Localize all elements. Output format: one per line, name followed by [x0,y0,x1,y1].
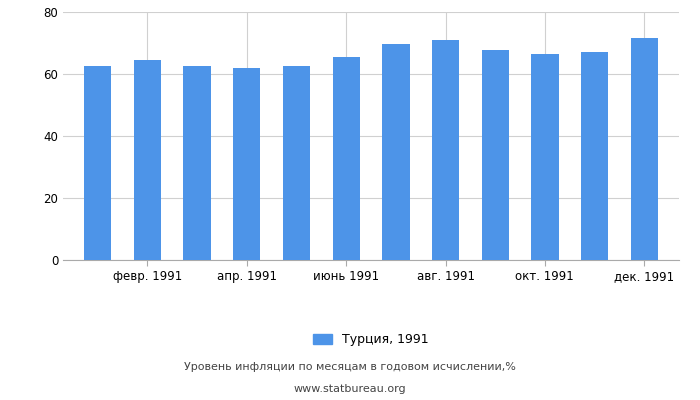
Bar [581,52,608,260]
Bar [332,57,360,260]
Bar [84,66,111,260]
Bar [134,60,161,260]
Bar [432,40,459,260]
Bar [233,68,260,260]
Bar [531,54,559,260]
Bar [183,66,211,260]
Text: Уровень инфляции по месяцам в годовом исчислении,%: Уровень инфляции по месяцам в годовом ис… [184,362,516,372]
Bar [382,44,410,260]
Legend: Турция, 1991: Турция, 1991 [308,328,434,351]
Bar [283,66,310,260]
Bar [482,50,509,260]
Bar [631,38,658,260]
Text: www.statbureau.org: www.statbureau.org [294,384,406,394]
